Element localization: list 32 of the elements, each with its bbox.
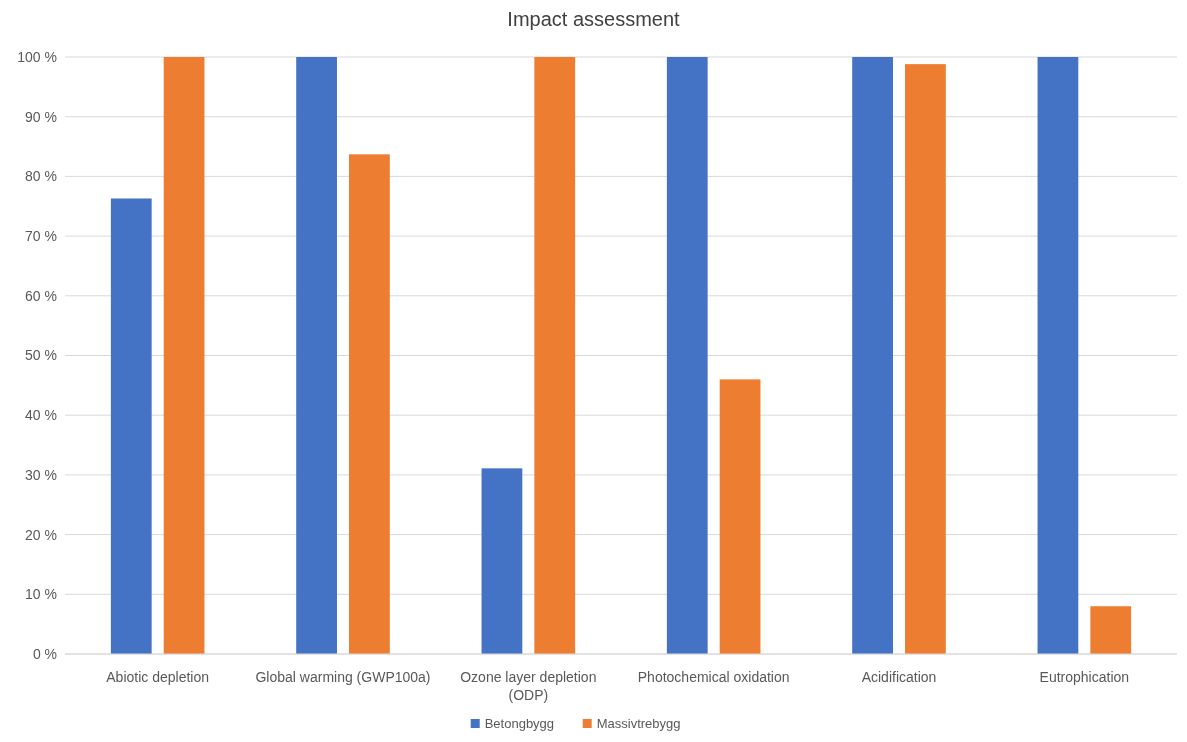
bar [481,468,523,654]
bar [719,379,761,654]
bar [905,64,946,654]
bar [852,57,893,654]
y-tick-label: 20 % [25,526,57,543]
y-tick-label: 60 % [25,287,57,304]
x-tick-label: Acidification [861,669,937,685]
x-tick-label: Photochemical oxidation [637,669,790,685]
x-tick-label: Eutrophication [1039,669,1130,685]
y-tick-label: 30 % [25,466,57,483]
y-tick-label: 40 % [25,407,57,424]
chart-title: Impact assessment [507,8,681,30]
x-tick-label: Abiotic depletion [106,669,210,685]
bar [1090,606,1132,654]
y-tick-label: 50 % [25,347,57,364]
legend-label: Betongbygg [484,716,555,731]
legend-label: Massivtrebygg [596,716,681,731]
bar [349,154,390,654]
bar [110,198,152,654]
bar [1037,57,1079,654]
x-tick-label: Global warming (GWP100a) [255,669,431,685]
bar [534,57,576,654]
bar [666,57,708,654]
y-tick-label: 70 % [25,228,57,244]
x-tick-label: Ozone layer depletion (ODP) [460,669,597,703]
y-tick-label: 100 % [17,48,57,65]
bar [296,57,337,654]
y-tick-label: 90 % [25,108,57,125]
y-tick-label: 10 % [25,586,57,603]
y-tick-label: 80 % [25,168,57,185]
y-tick-label: 0 % [32,645,57,662]
bar [163,57,205,654]
